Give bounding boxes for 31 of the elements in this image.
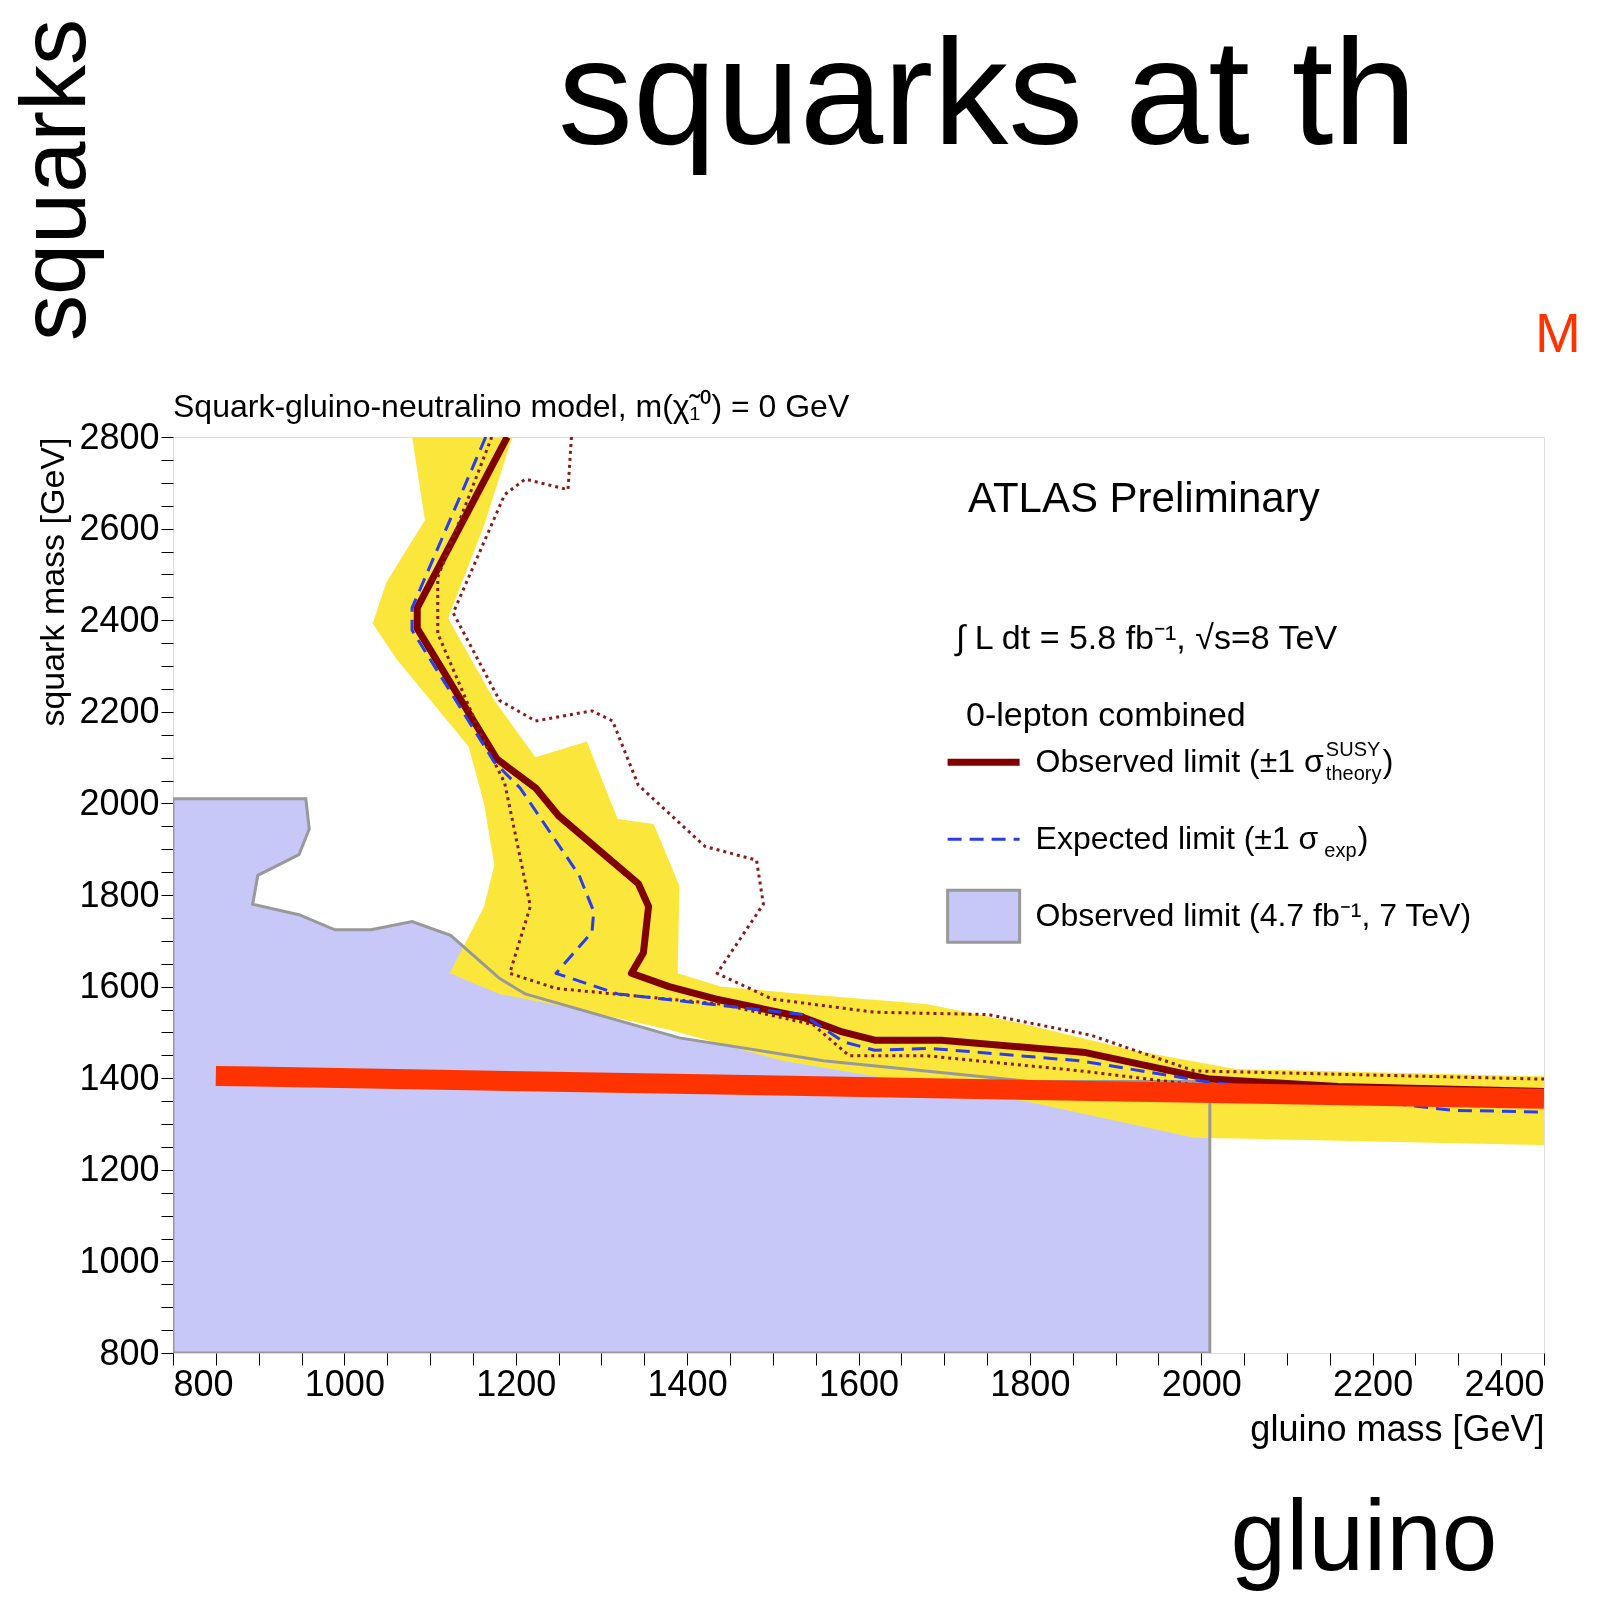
y-tick-label: 800 bbox=[99, 1331, 160, 1373]
x-tick-label: 2400 bbox=[1464, 1362, 1545, 1404]
x-tick-label: 1000 bbox=[304, 1362, 385, 1404]
annotation: 0-lepton combined bbox=[966, 695, 1246, 733]
chart-title: Squark-gluino-neutralino model, m(χ̃₁⁰) = 0 GeV bbox=[173, 388, 850, 424]
y-tick-label: 1800 bbox=[79, 873, 160, 915]
annotation: ∫ L dt = 5.8 fb⁻¹, √s=8 TeV bbox=[954, 618, 1338, 657]
legend-label: Observed limit (4.7 fb⁻¹, 7 TeV) bbox=[1035, 897, 1472, 934]
y-tick-label: 1600 bbox=[79, 965, 160, 1007]
x-tick-label: 1400 bbox=[647, 1362, 728, 1404]
text: gluino bbox=[1230, 1479, 1498, 1591]
y-tick-label: 1000 bbox=[79, 1239, 160, 1281]
x-tick-label: 1800 bbox=[990, 1362, 1071, 1404]
y-tick-label: 1200 bbox=[79, 1148, 160, 1190]
y-tick-label: 2000 bbox=[79, 781, 160, 823]
text: squarks at th bbox=[558, 8, 1417, 176]
x-tick-label: 2200 bbox=[1333, 1362, 1414, 1404]
text: squarks bbox=[2, 18, 104, 342]
x-tick-label: 1200 bbox=[476, 1362, 557, 1404]
y-tick-label: 2400 bbox=[79, 598, 160, 640]
x-tick-label: 2000 bbox=[1161, 1362, 1242, 1404]
x-axis-title: gluino mass [GeV] bbox=[1250, 1407, 1545, 1449]
y-tick-label: 2600 bbox=[79, 507, 160, 549]
y-tick-label: 2800 bbox=[79, 415, 160, 457]
y-axis-title: squark mass [GeV] bbox=[33, 437, 72, 727]
y-tick-label: 2200 bbox=[79, 690, 160, 732]
x-tick-label: 800 bbox=[173, 1362, 234, 1404]
y-tick-label: 1400 bbox=[79, 1056, 160, 1098]
x-tick-label: 1600 bbox=[818, 1362, 900, 1404]
text: M bbox=[1535, 302, 1581, 364]
annotation: ATLAS Preliminary bbox=[968, 474, 1320, 521]
